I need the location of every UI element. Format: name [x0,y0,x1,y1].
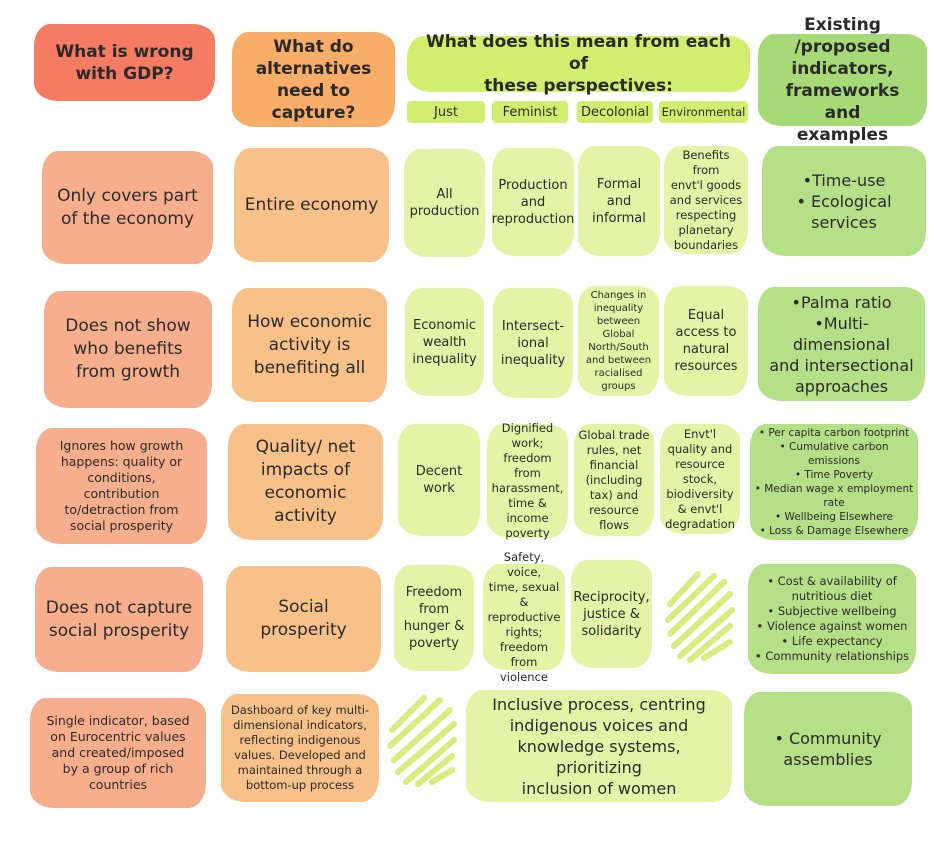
row4-just: Freedom from hunger & poverty [394,565,474,671]
perspective-feminist-label: Feminist [492,101,568,123]
row2-decolonial-text: Changes in inequality between Global Nor… [585,290,652,392]
row2-just: Economic wealth inequality [405,288,484,396]
row1-capture-text: Entire economy [244,194,379,215]
header-perspectives-text: What does this mean from each of these p… [426,32,731,96]
row1-decolonial: Formal and informal [578,146,660,256]
row4-capture-text: Social prosperity [260,597,347,640]
row4-indicators: • Cost & availability of nutritious diet… [748,564,916,674]
row2-environmental: Equal access to natural resources [664,286,748,396]
header-indicators-text: Existing /proposed indicators, framework… [785,15,900,145]
row5-merged-perspectives: Inclusive process, centring indigenous v… [466,690,732,802]
row4-environmental-scribble [665,571,735,663]
row3-problem-text: Ignores how growth happens: quality or c… [59,438,184,533]
row2-environmental-text: Equal access to natural resources [674,308,738,374]
row4-problem-text: Does not capture social prosperity [45,597,193,641]
row5-just-scribble [387,695,457,787]
row1-feminist: Production and reproduction [492,148,574,256]
row2-feminist-text: Intersect- ional inequality [500,318,566,368]
row1-just-text: All production [409,187,480,219]
header-what-to-capture: What do alternatives need to capture? [232,32,395,127]
perspective-just-label: Just [407,101,485,123]
row5-capture-text: Dashboard of key multi- dimensional indi… [230,703,370,792]
row1-environmental: Benefits from envt'l goods and services … [664,146,748,254]
row1-indicators: •Time-use • Ecological services [762,146,926,256]
row1-indicators-text: •Time-use • Ecological services [796,170,892,232]
row2-decolonial: Changes in inequality between Global Nor… [578,286,659,396]
row4-problem: Does not capture social prosperity [35,567,203,672]
row3-environmental: Envt'l quality and resource stock, biodi… [660,424,740,534]
row4-just-text: Freedom from hunger & poverty [403,585,465,651]
row1-decolonial-text: Formal and informal [592,176,646,226]
header-what-is-wrong: What is wrong with GDP? [34,24,215,101]
row2-capture-text: How economic activity is benefiting all [247,311,372,378]
row2-indicators: •Palma ratio •Multi-dimensional and inte… [758,287,925,401]
row5-problem: Single indicator, based on Eurocentric v… [30,698,206,808]
row1-just: All production [404,149,485,257]
header-perspectives: What does this mean from each of these p… [407,32,750,96]
perspective-environmental-label: Environmental [659,101,748,123]
row5-indicators-text: • Community assemblies [774,729,882,769]
row2-just-text: Economic wealth inequality [412,317,477,367]
perspective-decolonial-label: Decolonial [577,101,653,123]
row3-decolonial: Global trade rules, net financial (inclu… [574,424,654,536]
row2-capture: How economic activity is benefiting all [232,288,387,402]
row3-feminist: Dignified work; freedom from harassment,… [487,421,568,540]
row1-problem: Only covers part of the economy [42,151,213,264]
perspective-decolonial-text: Decolonial [580,104,650,120]
row2-feminist: Intersect- ional inequality [493,288,573,398]
row1-feminist-text: Production and reproduction [491,177,575,227]
row5-capture: Dashboard of key multi- dimensional indi… [221,694,379,802]
row3-just: Decent work [398,424,480,536]
row2-problem-text: Does not show who benefits from growth [65,316,191,382]
perspective-feminist-text: Feminist [502,104,558,120]
row3-capture: Quality/ net impacts of economic activit… [228,424,383,540]
row4-decolonial: Reciprocity, justice & solidarity [571,560,652,668]
row3-indicators-text: • Per capita carbon footprint • Cumulati… [754,427,914,537]
row5-problem-text: Single indicator, based on Eurocentric v… [46,713,190,792]
row1-problem-text: Only covers part of the economy [57,185,198,229]
row3-feminist-text: Dignified work; freedom from harassment,… [491,421,564,540]
row3-decolonial-text: Global trade rules, net financial (inclu… [578,427,650,532]
row2-problem: Does not show who benefits from growth [44,291,212,408]
row5-merged-text: Inclusive process, centring indigenous v… [492,694,706,798]
row5-indicators: • Community assemblies [744,692,912,806]
header-what-to-capture-text: What do alternatives need to capture? [255,36,372,123]
row3-capture-text: Quality/ net impacts of economic activit… [255,437,356,526]
row1-environmental-text: Benefits from envt'l goods and services … [669,147,743,252]
row3-problem: Ignores how growth happens: quality or c… [36,428,207,544]
header-indicators: Existing /proposed indicators, framework… [758,15,927,145]
row4-feminist: Safety, voice, time, sexual & reproducti… [483,550,565,684]
perspective-just-text: Just [434,104,458,120]
row2-indicators-text: •Palma ratio •Multi-dimensional and inte… [769,292,914,396]
row3-environmental-text: Envt'l quality and resource stock, biodi… [665,426,735,531]
row1-capture: Entire economy [234,148,389,262]
row4-decolonial-text: Reciprocity, justice & solidarity [573,589,650,639]
row4-indicators-text: • Cost & availability of nutritious diet… [754,574,910,663]
row4-capture: Social prosperity [226,566,381,672]
row4-feminist-text: Safety, voice, time, sexual & reproducti… [487,549,561,684]
row3-just-text: Decent work [415,464,463,496]
header-what-is-wrong-text: What is wrong with GDP? [55,41,194,84]
row3-indicators: • Per capita carbon footprint • Cumulati… [750,424,918,540]
perspective-environmental-text: Environmental [661,104,746,119]
